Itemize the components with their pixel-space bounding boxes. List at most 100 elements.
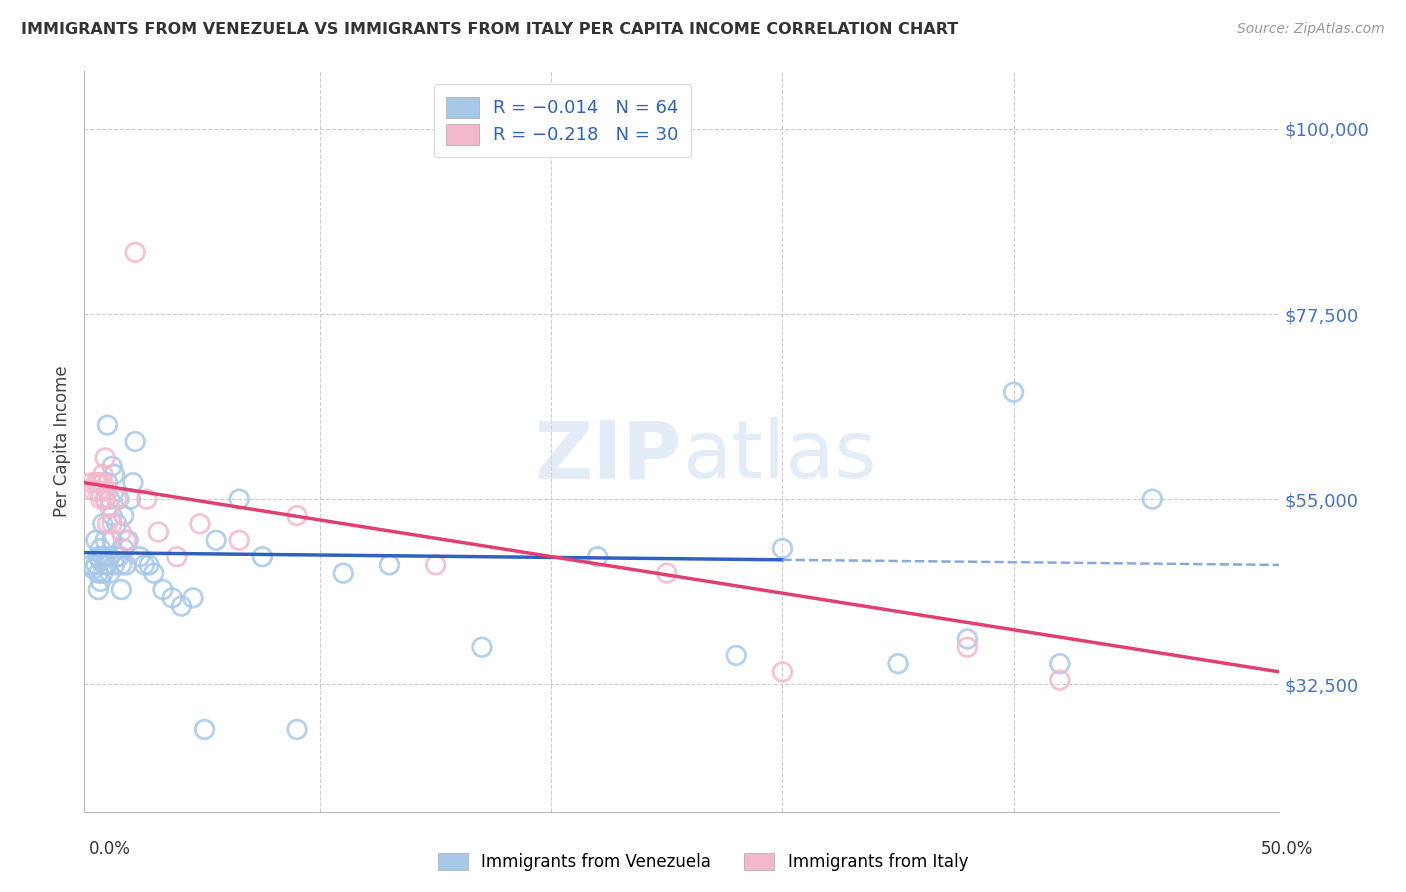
Point (138, 558, 160, 572)
Text: 50.0%: 50.0% (1260, 840, 1313, 858)
Point (378, 558, 401, 572)
Point (124, 434, 146, 449)
Point (96, 483, 118, 498)
Point (105, 549, 128, 564)
Point (471, 640, 494, 655)
Point (110, 558, 132, 572)
Point (94, 558, 117, 572)
Text: 0.0%: 0.0% (89, 840, 131, 858)
Point (128, 549, 150, 564)
Point (91, 516, 114, 531)
Y-axis label: Per Capita Income: Per Capita Income (53, 366, 72, 517)
Point (110, 524, 132, 539)
Point (96, 516, 118, 531)
Point (96, 475, 118, 490)
Text: atlas: atlas (682, 417, 876, 495)
Point (101, 516, 124, 531)
Point (772, 665, 794, 679)
Point (108, 492, 131, 507)
Point (87, 483, 110, 498)
Legend: R = −0.014   N = 64, R = −0.218   N = 30: R = −0.014 N = 64, R = −0.218 N = 30 (433, 84, 692, 157)
Point (160, 591, 183, 605)
Point (1002, 385, 1025, 400)
Point (655, 566, 678, 581)
Point (956, 640, 979, 655)
Point (101, 459, 124, 474)
Point (120, 492, 142, 507)
Point (228, 533, 250, 548)
Text: IMMIGRANTS FROM VENEZUELA VS IMMIGRANTS FROM ITALY PER CAPITA INCOME CORRELATION: IMMIGRANTS FROM VENEZUELA VS IMMIGRANTS … (21, 22, 959, 37)
Legend: Immigrants from Venezuela, Immigrants from Italy: Immigrants from Venezuela, Immigrants fr… (429, 845, 977, 880)
Point (91, 467, 114, 482)
Point (112, 508, 135, 523)
Text: Source: ZipAtlas.com: Source: ZipAtlas.com (1237, 22, 1385, 37)
Point (135, 492, 157, 507)
Point (772, 541, 794, 556)
Point (98, 500, 121, 515)
Point (124, 245, 146, 260)
Point (170, 599, 193, 613)
Point (887, 657, 910, 671)
Point (94, 492, 117, 507)
Point (586, 549, 609, 564)
Point (91, 475, 114, 490)
Point (956, 632, 979, 646)
Point (725, 648, 748, 663)
Point (332, 566, 354, 581)
Point (80, 558, 103, 572)
Point (110, 582, 132, 597)
Point (101, 533, 124, 548)
Point (98, 492, 121, 507)
Point (1049, 673, 1071, 687)
Point (91, 566, 114, 581)
Point (94, 450, 117, 465)
Point (101, 508, 124, 523)
Point (148, 524, 170, 539)
Point (115, 558, 138, 572)
Point (108, 549, 131, 564)
Point (122, 475, 145, 490)
Point (84, 558, 107, 572)
Point (152, 582, 174, 597)
Point (166, 549, 188, 564)
Point (90, 475, 112, 490)
Point (228, 492, 250, 507)
Point (1142, 492, 1164, 507)
Point (91, 549, 114, 564)
Point (193, 723, 215, 737)
Point (103, 558, 125, 572)
Point (105, 492, 128, 507)
Point (87, 582, 110, 597)
Point (96, 418, 118, 433)
Point (80, 475, 103, 490)
Point (84, 533, 107, 548)
Point (84, 475, 107, 490)
Point (103, 467, 125, 482)
Point (90, 541, 112, 556)
Point (425, 558, 447, 572)
Point (117, 533, 139, 548)
Point (90, 492, 112, 507)
Point (87, 549, 110, 564)
Point (83, 562, 105, 576)
Point (134, 558, 156, 572)
Point (96, 558, 118, 572)
Point (285, 508, 308, 523)
Point (115, 533, 138, 548)
Point (83, 483, 105, 498)
Point (98, 566, 121, 581)
Point (181, 591, 204, 605)
Point (1049, 657, 1071, 671)
Point (90, 554, 112, 568)
Point (105, 516, 128, 531)
Point (94, 492, 117, 507)
Point (285, 723, 308, 737)
Point (112, 541, 135, 556)
Point (252, 549, 274, 564)
Point (87, 475, 110, 490)
Point (98, 549, 121, 564)
Point (87, 566, 110, 581)
Text: ZIP: ZIP (534, 417, 682, 495)
Point (90, 574, 112, 589)
Point (205, 533, 228, 548)
